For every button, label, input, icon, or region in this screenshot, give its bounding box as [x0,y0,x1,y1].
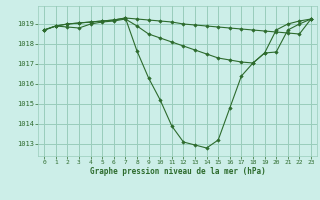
X-axis label: Graphe pression niveau de la mer (hPa): Graphe pression niveau de la mer (hPa) [90,167,266,176]
